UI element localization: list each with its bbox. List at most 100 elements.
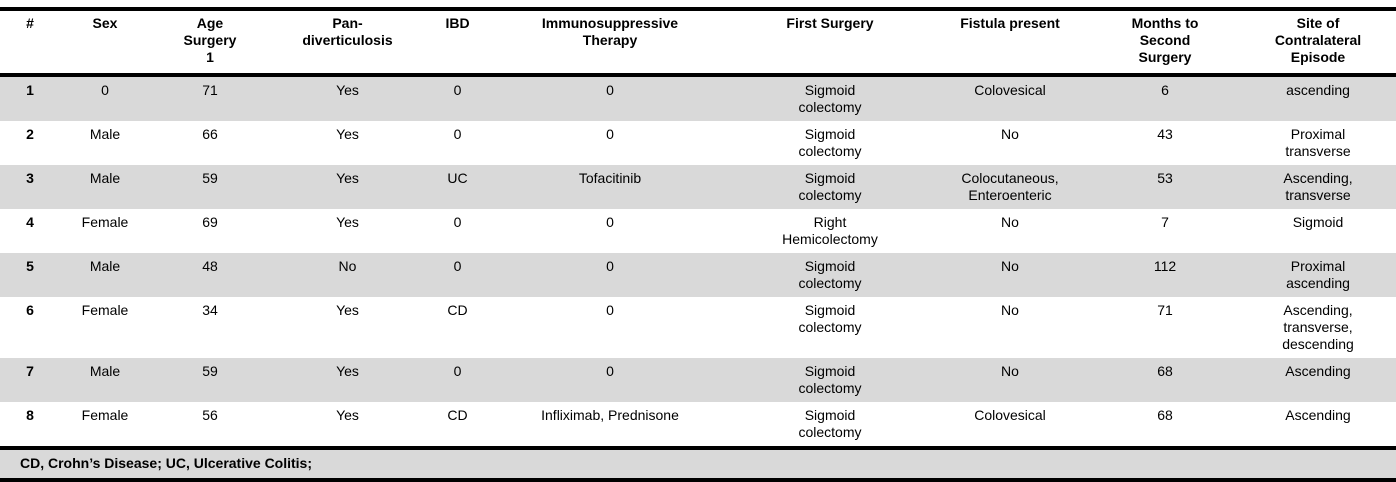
- data-cell: Ascending, transverse: [1283, 170, 1353, 203]
- data-cell: Colocutaneous, Enteroenteric: [961, 170, 1059, 203]
- data-cell: Sigmoid colectomy: [798, 170, 862, 203]
- table-footer: CD, Crohn’s Disease; UC, Ulcerative Coli…: [0, 446, 1396, 482]
- data-cell: ascending: [1286, 82, 1350, 98]
- data-cell: Sigmoid colectomy: [798, 407, 862, 440]
- column-header: Sex: [60, 9, 150, 77]
- data-cell: 68: [1157, 363, 1173, 379]
- column-header: Fistula present: [930, 9, 1090, 77]
- data-cell: Proximal transverse: [1285, 126, 1351, 159]
- data-cell: Sigmoid: [1292, 214, 1344, 230]
- data-cell: Yes: [336, 170, 359, 186]
- data-cell: No: [1001, 302, 1019, 318]
- data-cell: 6: [1161, 82, 1169, 98]
- data-cell: Male: [89, 258, 121, 274]
- data-cell: Yes: [336, 82, 359, 98]
- data-cell: Sigmoid colectomy: [798, 363, 862, 396]
- data-cell: 68: [1157, 407, 1173, 423]
- row-number-cell: 5: [26, 258, 34, 274]
- table-row: 8 Female 56 Yes CD Infliximab, Prednisone Sigm…: [0, 402, 1396, 448]
- data-cell: 56: [202, 407, 218, 423]
- table-row: 6 Female 34 Yes CD 0 Sigmoid colectomy No 71 Asce…: [0, 297, 1396, 358]
- data-cell: Colovesical: [974, 82, 1046, 98]
- data-cell: 34: [202, 302, 218, 318]
- header-row: # Sex Age Surgery 1 Pan- diverticulosis IBD I…: [0, 9, 1396, 77]
- data-cell: UC: [447, 170, 468, 186]
- data-cell: Tofacitinib: [578, 170, 642, 186]
- data-cell: Yes: [336, 214, 359, 230]
- data-cell: 59: [202, 363, 218, 379]
- data-cell: 0: [606, 82, 614, 98]
- data-cell: 0: [453, 363, 462, 379]
- table-row: 1 0 71 Yes 0 0 Sigmoid colectomy Colovesical 6 as…: [0, 75, 1396, 121]
- data-cell: Ascending: [1285, 363, 1351, 379]
- row-number-cell: 1: [26, 82, 34, 98]
- column-header: Site of Contralateral Episode: [1240, 9, 1396, 77]
- data-cell: Colovesical: [974, 407, 1046, 423]
- data-cell: No: [338, 258, 357, 274]
- data-cell: Yes: [336, 302, 359, 318]
- data-cell: Sigmoid colectomy: [798, 302, 862, 335]
- data-cell: 0: [453, 258, 462, 274]
- data-cell: 71: [1157, 302, 1173, 318]
- data-cell: 43: [1157, 126, 1173, 142]
- column-header: Pan- diverticulosis: [270, 9, 425, 77]
- data-cell: Yes: [336, 126, 359, 142]
- row-number-cell: 7: [26, 363, 34, 379]
- row-number-cell: 6: [26, 302, 34, 318]
- data-cell: Yes: [336, 363, 359, 379]
- data-cell: 0: [606, 302, 614, 318]
- row-number-cell: 2: [26, 126, 34, 142]
- data-cell: No: [1001, 363, 1019, 379]
- data-cell: 48: [202, 258, 218, 274]
- table-body: 1 0 71 Yes 0 0 Sigmoid colectomy Colovesical 6 as…: [0, 75, 1396, 448]
- table-row: 5 Male 48 No 0 0 Sigmoid colectomy No 112 Proxima…: [0, 253, 1396, 297]
- data-cell: 0: [606, 258, 614, 274]
- data-cell: Infliximab, Prednisone: [541, 407, 679, 423]
- table-footnote: CD, Crohn’s Disease; UC, Ulcerative Coli…: [0, 446, 1396, 482]
- row-number-cell: 4: [26, 214, 34, 230]
- data-cell: 0: [101, 82, 109, 98]
- data-cell: 0: [453, 126, 462, 142]
- column-header: IBD: [425, 9, 490, 77]
- table-header: # Sex Age Surgery 1 Pan- diverticulosis IBD I…: [0, 9, 1396, 77]
- data-cell: Male: [89, 170, 121, 186]
- table-row: 4 Female 69 Yes 0 0 Right Hemicolectomy No 7 Sigm…: [0, 209, 1396, 253]
- data-cell: 66: [202, 126, 218, 142]
- data-cell: 69: [202, 214, 218, 230]
- column-header: First Surgery: [730, 9, 930, 77]
- table-row: 3 Male 59 Yes UC Tofacitinib Sigmoid colectomy…: [0, 165, 1396, 209]
- data-cell: 0: [606, 363, 614, 379]
- data-cell: Yes: [336, 407, 359, 423]
- data-cell: 0: [453, 82, 462, 98]
- data-cell: Female: [81, 214, 129, 230]
- column-header: #: [0, 9, 60, 77]
- data-cell: 71: [202, 82, 218, 98]
- data-cell: 0: [606, 126, 614, 142]
- table-row: 7 Male 59 Yes 0 0 Sigmoid colectomy No 68 Ascendi…: [0, 358, 1396, 402]
- data-cell: CD: [447, 407, 468, 423]
- row-number-cell: 3: [26, 170, 34, 186]
- data-cell: No: [1001, 126, 1019, 142]
- data-cell: Ascending: [1285, 407, 1351, 423]
- footnote-row: CD, Crohn’s Disease; UC, Ulcerative Coli…: [0, 446, 1396, 482]
- table-row: 2 Male 66 Yes 0 0 Sigmoid colectomy No 43 Proxima…: [0, 121, 1396, 165]
- data-cell: Sigmoid colectomy: [798, 126, 862, 159]
- data-cell: Ascending, transverse, descending: [1282, 302, 1354, 352]
- data-cell: Male: [89, 363, 121, 379]
- data-cell: 112: [1153, 258, 1177, 274]
- data-cell: Male: [89, 126, 121, 142]
- data-cell: 53: [1157, 170, 1173, 186]
- column-header: Immunosuppressive Therapy: [490, 9, 730, 77]
- data-cell: 0: [453, 214, 462, 230]
- data-cell: Sigmoid colectomy: [798, 258, 862, 291]
- data-cell: 0: [606, 214, 614, 230]
- data-cell: Sigmoid colectomy: [798, 82, 862, 115]
- data-cell: Female: [81, 302, 129, 318]
- data-cell: 59: [202, 170, 218, 186]
- row-number-cell: 8: [26, 407, 34, 423]
- column-header: Age Surgery 1: [150, 9, 270, 77]
- data-cell: CD: [447, 302, 468, 318]
- data-cell: 7: [1161, 214, 1169, 230]
- data-cell: No: [1001, 258, 1019, 274]
